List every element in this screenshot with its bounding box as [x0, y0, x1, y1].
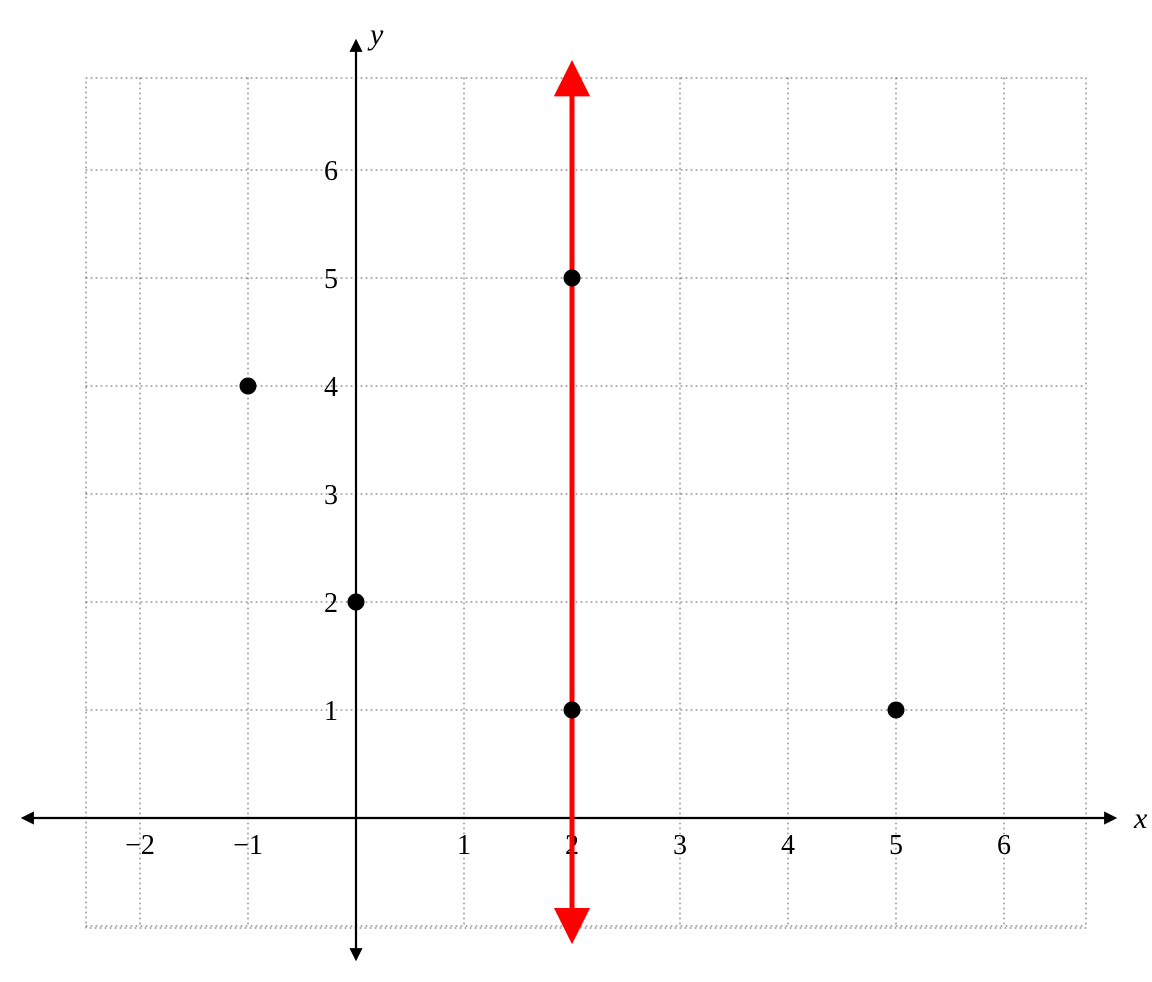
y-tick-label: 2: [324, 588, 338, 619]
y-tick-label: 5: [324, 264, 338, 295]
data-point: [240, 378, 257, 395]
y-tick-label: 4: [324, 372, 338, 403]
data-point: [888, 702, 905, 719]
x-tick-label: −1: [233, 830, 263, 861]
x-tick-label: −2: [125, 830, 155, 861]
data-point: [348, 594, 365, 611]
x-tick-label: 5: [889, 830, 903, 861]
x-axis-label: x: [1133, 802, 1148, 835]
coordinate-plane-chart: xy−2−1123456123456: [20, 20, 1152, 962]
x-tick-label: 4: [781, 830, 795, 861]
x-tick-label: 1: [457, 830, 471, 861]
y-axis-label: y: [367, 20, 384, 51]
y-tick-label: 6: [324, 156, 338, 187]
data-point: [564, 702, 581, 719]
data-point: [564, 270, 581, 287]
y-tick-label: 1: [324, 696, 338, 727]
x-tick-label: 6: [997, 830, 1011, 861]
x-tick-label: 3: [673, 830, 687, 861]
chart-background: [20, 20, 1152, 962]
chart-svg: xy−2−1123456123456: [20, 20, 1152, 962]
y-tick-label: 3: [324, 480, 338, 511]
